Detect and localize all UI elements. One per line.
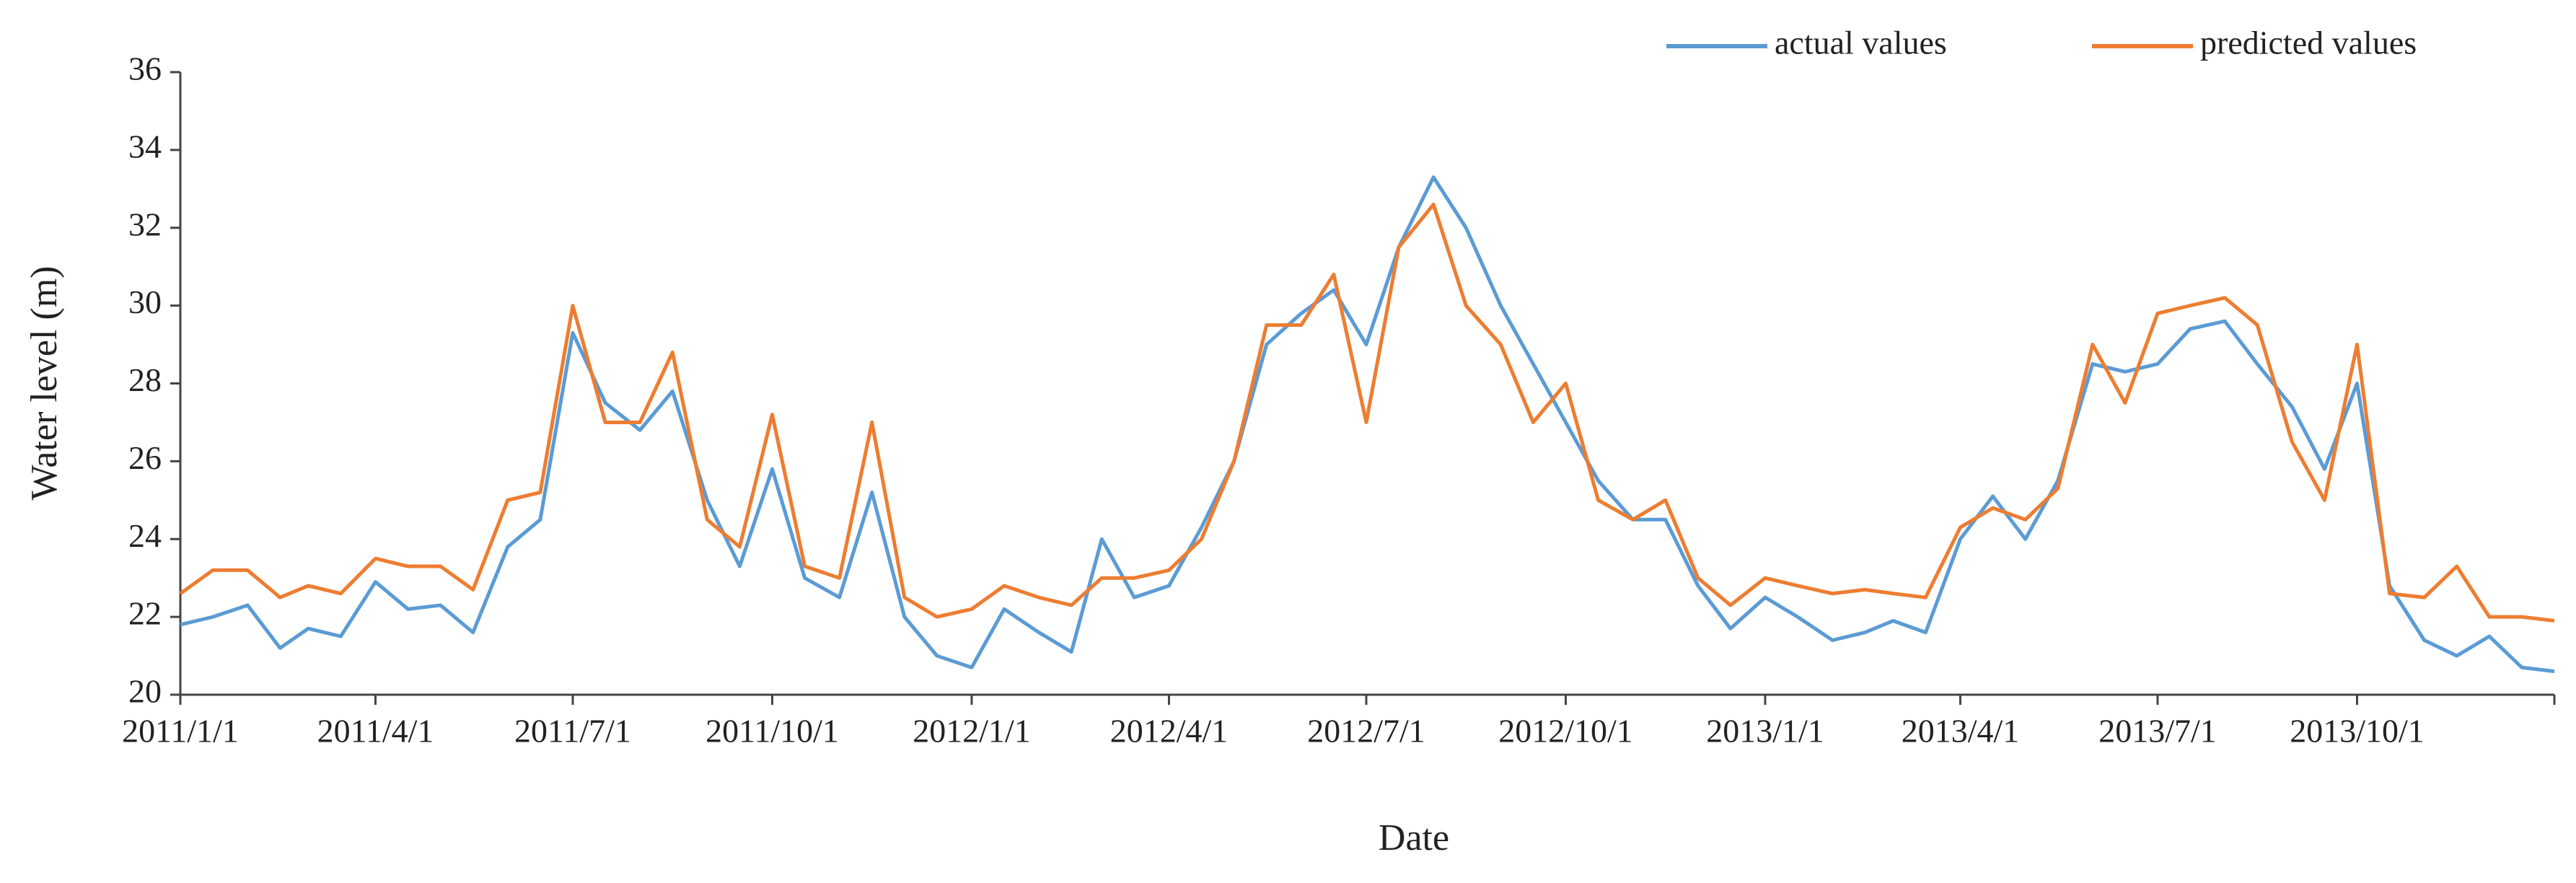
y-tick-label: 26: [128, 439, 162, 476]
y-axis-label: Water level (m): [24, 266, 65, 501]
x-tick-label: 2013/4/1: [1902, 713, 2020, 750]
data-line: [180, 175, 2555, 674]
legend-label: predicted values: [2200, 25, 2417, 61]
y-tick-label: 36: [128, 50, 162, 87]
x-tick-label: 2011/7/1: [514, 713, 631, 750]
x-tick-label: 2013/10/1: [2290, 713, 2425, 750]
legend-label: actual values: [1775, 25, 1947, 61]
x-tick-label: 2013/7/1: [2098, 713, 2217, 750]
x-tick-label: 2012/7/1: [1307, 713, 1425, 750]
data-line: [179, 202, 2555, 623]
x-tick-label: 2013/1/1: [1706, 713, 1824, 750]
y-tick-label: 32: [128, 206, 162, 242]
y-tick-label: 28: [128, 361, 162, 398]
y-tick-label: 24: [128, 517, 162, 554]
x-axis-label: Date: [1379, 817, 1449, 858]
x-tick-label: 2012/1/1: [913, 713, 1031, 750]
y-tick-label: 30: [128, 284, 162, 320]
y-tick-label: 20: [128, 673, 162, 710]
x-tick-label: 2011/10/1: [705, 713, 839, 750]
y-tick-label: 22: [128, 595, 162, 632]
x-tick-label: 2012/10/1: [1498, 713, 1633, 750]
x-tick-label: 2011/4/1: [317, 713, 434, 750]
x-tick-label: 2012/4/1: [1110, 713, 1228, 750]
y-tick-label: 34: [128, 128, 162, 164]
x-tick-label: 2011/1/1: [122, 713, 239, 750]
